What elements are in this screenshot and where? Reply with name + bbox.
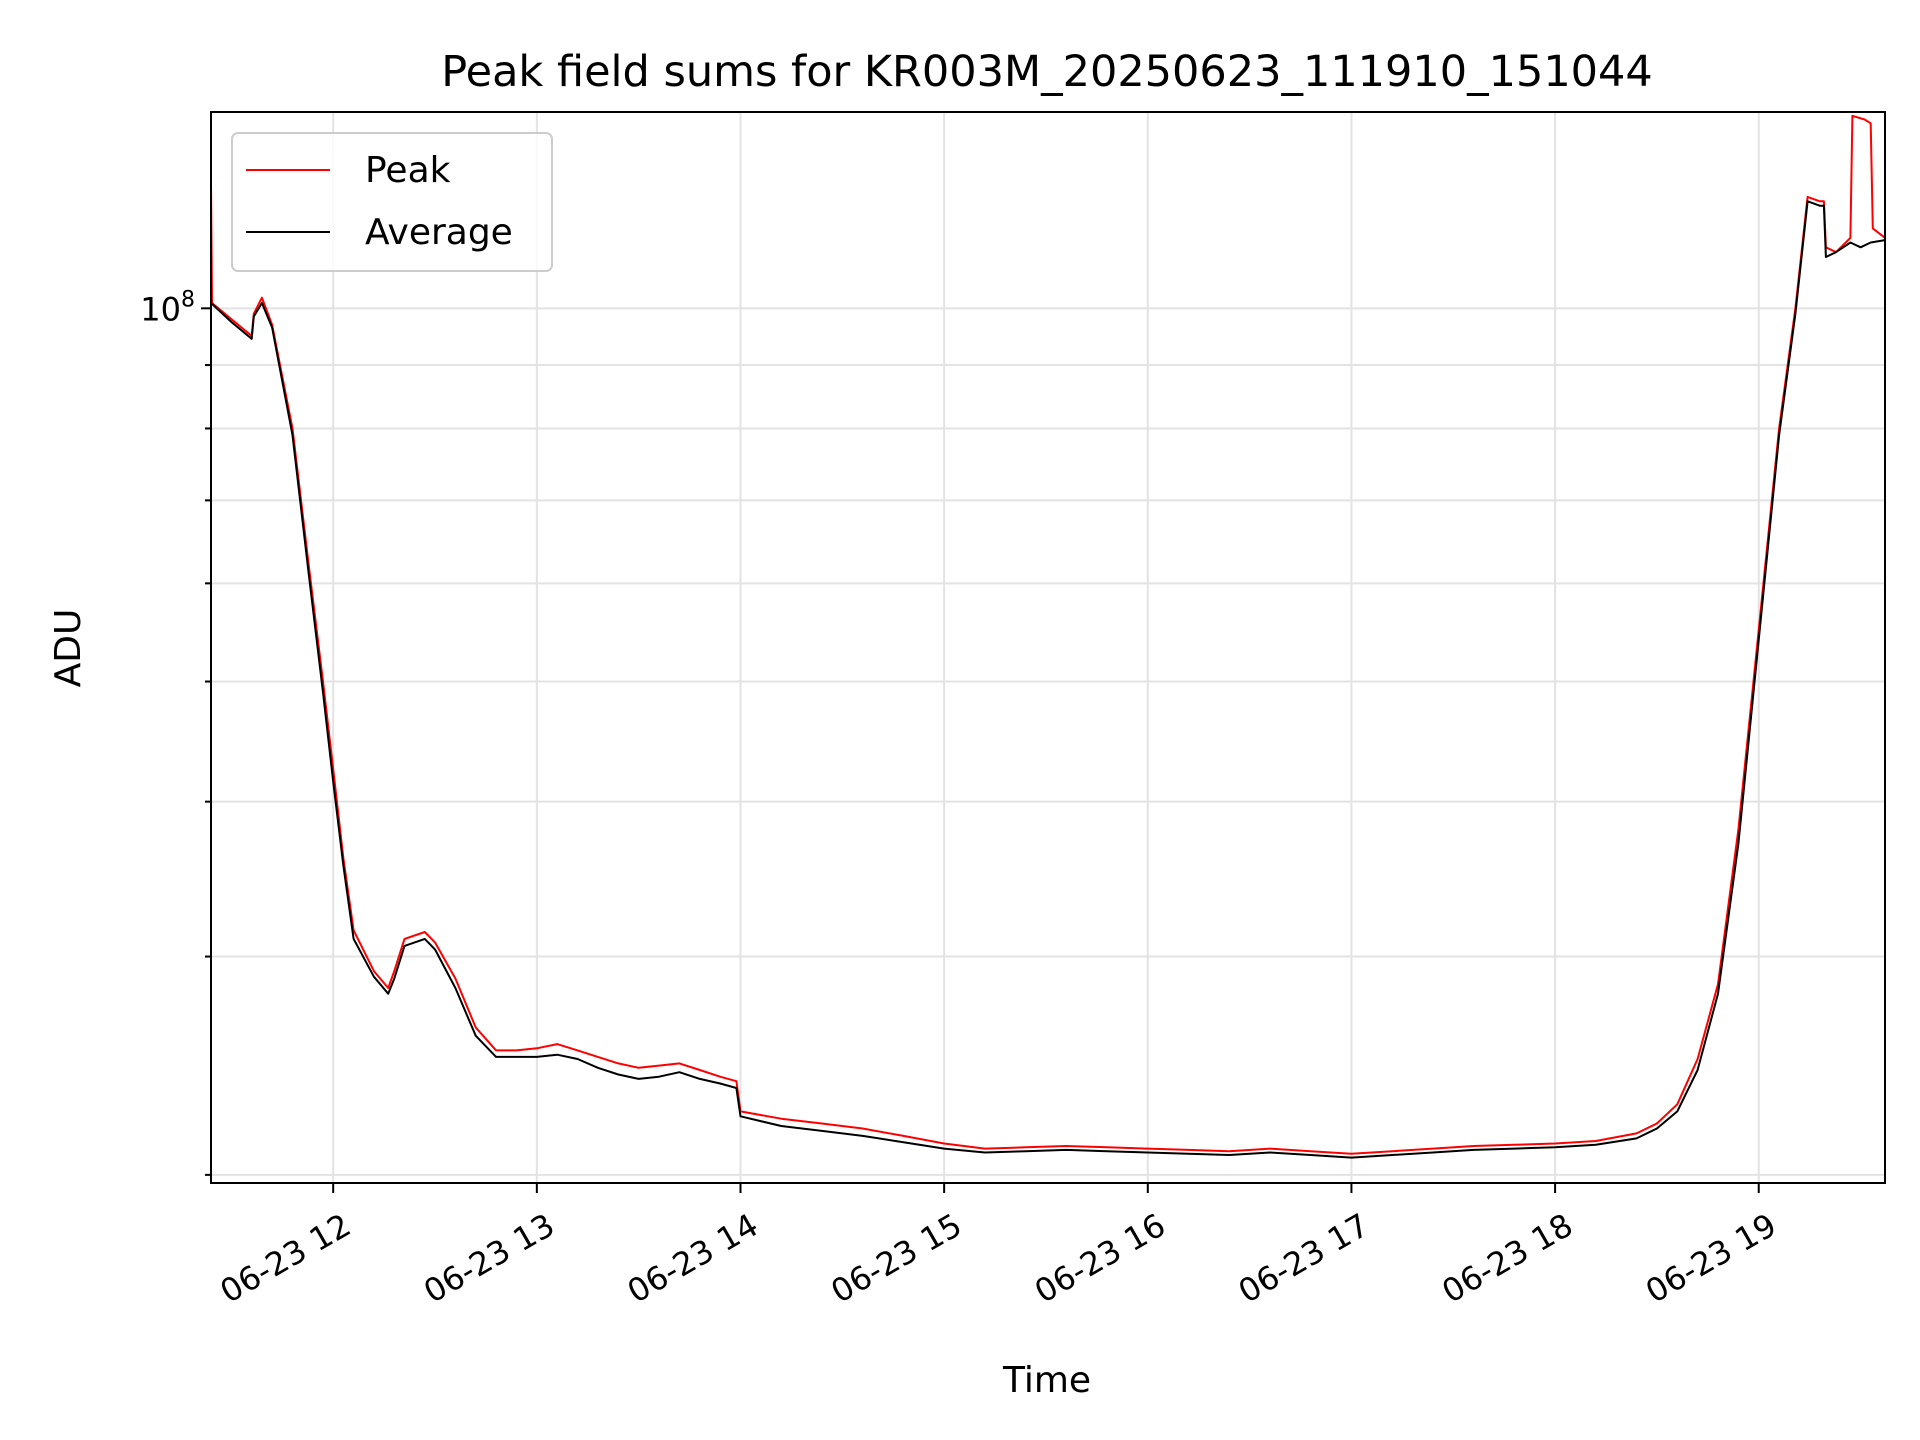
x-axis-label: Time <box>1002 1360 1091 1401</box>
y-axis-label: ADU <box>48 609 89 688</box>
y-tick-label-base: 10 <box>140 290 181 328</box>
y-tick-label-exponent: 8 <box>181 287 195 312</box>
series-layer <box>210 114 1886 1159</box>
series-line-average <box>210 200 1886 1159</box>
legend-label-average: Average <box>365 212 513 253</box>
grid-layer <box>211 112 1885 1183</box>
legend: Peak Average <box>231 132 553 272</box>
chart-title: Peak field sums for KR003M_20250623_1119… <box>441 47 1653 97</box>
legend-box <box>231 132 553 272</box>
y-tick-label: 108 <box>140 287 195 328</box>
plot-frame <box>210 111 1886 1184</box>
legend-label-peak: Peak <box>365 150 451 191</box>
